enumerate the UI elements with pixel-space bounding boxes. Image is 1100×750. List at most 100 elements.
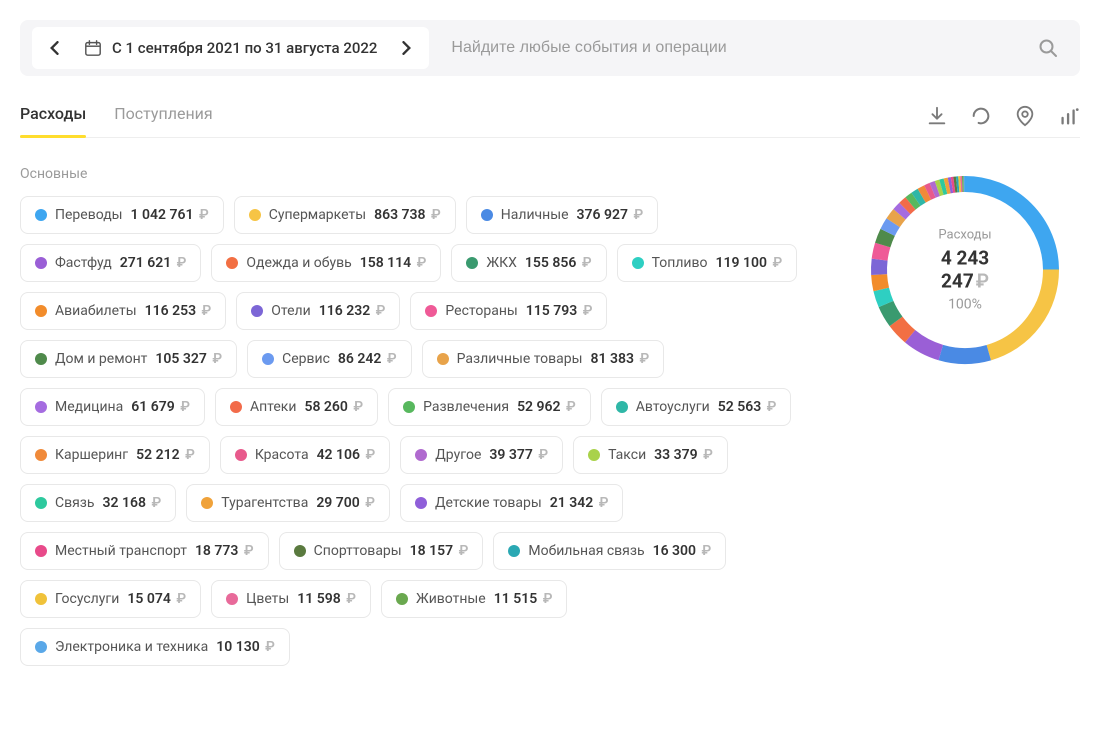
category-chip[interactable]: Отели 116 232 ₽ xyxy=(236,292,400,330)
category-chip[interactable]: Топливо 119 100 ₽ xyxy=(617,244,798,282)
category-chip[interactable]: Фастфуд 271 621 ₽ xyxy=(20,244,201,282)
category-value: 11 598 ₽ xyxy=(297,591,356,607)
tab-income[interactable]: Поступления xyxy=(114,104,212,137)
category-chip[interactable]: Связь 32 168 ₽ xyxy=(20,484,176,522)
category-chip[interactable]: Переводы 1 042 761 ₽ xyxy=(20,196,224,234)
category-value: 271 621 ₽ xyxy=(120,255,187,271)
category-label: Спорттовары xyxy=(314,543,402,559)
category-dot xyxy=(466,257,478,269)
category-chip[interactable]: Дом и ремонт 105 327 ₽ xyxy=(20,340,237,378)
category-value: 29 700 ₽ xyxy=(316,495,375,511)
category-chip[interactable]: Развлечения 52 962 ₽ xyxy=(388,388,591,426)
category-value: 52 962 ₽ xyxy=(517,399,576,415)
category-label: Другое xyxy=(435,447,481,463)
category-label: Красота xyxy=(255,447,309,463)
category-chip[interactable]: Спорттовары 18 157 ₽ xyxy=(279,532,484,570)
category-chip[interactable]: Наличные 376 927 ₽ xyxy=(466,196,658,234)
category-label: Электроника и техника xyxy=(55,639,208,655)
category-dot xyxy=(396,593,408,605)
category-chip[interactable]: Животные 11 515 ₽ xyxy=(381,580,567,618)
category-dot xyxy=(226,593,238,605)
category-label: Госуслуги xyxy=(55,591,119,607)
category-value: 376 927 ₽ xyxy=(577,207,644,223)
category-label: Отели xyxy=(271,303,310,319)
toolbar-icons xyxy=(926,105,1080,137)
category-label: Наличные xyxy=(501,207,569,223)
section-title: Основные xyxy=(20,166,830,182)
category-value: 116 232 ₽ xyxy=(319,303,386,319)
category-value: 81 383 ₽ xyxy=(591,351,650,367)
category-label: Животные xyxy=(416,591,486,607)
category-chip[interactable]: ЖКХ 155 856 ₽ xyxy=(451,244,606,282)
date-selector: С 1 сентября 2021 по 31 августа 2022 xyxy=(32,27,429,69)
category-dot xyxy=(230,401,242,413)
category-dot xyxy=(35,449,47,461)
category-dot xyxy=(616,401,628,413)
category-chip[interactable]: Детские товары 21 342 ₽ xyxy=(400,484,623,522)
category-label: Местный транспорт xyxy=(55,543,187,559)
category-dot xyxy=(249,209,261,221)
category-label: Автоуслуги xyxy=(636,399,710,415)
category-dot xyxy=(262,353,274,365)
category-chip[interactable]: Местный транспорт 18 773 ₽ xyxy=(20,532,269,570)
category-label: Переводы xyxy=(55,207,123,223)
category-chip[interactable]: Электроника и техника 10 130 ₽ xyxy=(20,628,290,666)
category-value: 18 157 ₽ xyxy=(410,543,469,559)
category-value: 105 327 ₽ xyxy=(155,351,222,367)
category-value: 52 563 ₽ xyxy=(718,399,777,415)
category-chip[interactable]: Супермаркеты 863 738 ₽ xyxy=(234,196,456,234)
category-label: Аптеки xyxy=(250,399,296,415)
search-wrap xyxy=(435,38,1068,58)
category-label: Такси xyxy=(608,447,646,463)
category-chip[interactable]: Каршеринг 52 212 ₽ xyxy=(20,436,210,474)
search-icon[interactable] xyxy=(1038,38,1058,58)
category-chip[interactable]: Аптеки 58 260 ₽ xyxy=(215,388,378,426)
category-value: 119 100 ₽ xyxy=(716,255,783,271)
category-chip[interactable]: Авиабилеты 116 253 ₽ xyxy=(20,292,226,330)
category-dot xyxy=(508,545,520,557)
category-label: Медицина xyxy=(55,399,123,415)
category-chip[interactable]: Различные товары 81 383 ₽ xyxy=(422,340,665,378)
date-range-button[interactable]: С 1 сентября 2021 по 31 августа 2022 xyxy=(72,39,389,57)
category-chip[interactable]: Автоуслуги 52 563 ₽ xyxy=(601,388,792,426)
location-button[interactable] xyxy=(1014,105,1036,127)
category-label: Одежда и обувь xyxy=(246,255,351,271)
category-label: Сервис xyxy=(282,351,330,367)
category-chip[interactable]: Турагентства 29 700 ₽ xyxy=(186,484,390,522)
category-dot xyxy=(415,497,427,509)
category-dot xyxy=(35,593,47,605)
category-label: Связь xyxy=(55,495,95,511)
category-chip[interactable]: Рестораны 115 793 ₽ xyxy=(410,292,607,330)
donut-percent: 100% xyxy=(915,297,1015,313)
category-value: 86 242 ₽ xyxy=(338,351,397,367)
category-chip[interactable]: Такси 33 379 ₽ xyxy=(573,436,728,474)
tabs: Расходы Поступления xyxy=(20,104,213,137)
category-dot xyxy=(35,641,47,653)
category-value: 18 773 ₽ xyxy=(195,543,254,559)
category-dot xyxy=(35,305,47,317)
category-label: Супермаркеты xyxy=(269,207,366,223)
chart-button[interactable] xyxy=(1058,105,1080,127)
category-chip[interactable]: Цветы 11 598 ₽ xyxy=(211,580,371,618)
category-chip[interactable]: Другое 39 377 ₽ xyxy=(400,436,563,474)
date-next-button[interactable] xyxy=(389,27,425,69)
category-label: Турагентства xyxy=(221,495,308,511)
category-chip[interactable]: Красота 42 106 ₽ xyxy=(220,436,390,474)
refresh-button[interactable] xyxy=(970,105,992,127)
download-button[interactable] xyxy=(926,105,948,127)
category-chip[interactable]: Сервис 86 242 ₽ xyxy=(247,340,412,378)
category-value: 158 114 ₽ xyxy=(360,255,427,271)
category-chip[interactable]: Одежда и обувь 158 114 ₽ xyxy=(211,244,441,282)
category-value: 116 253 ₽ xyxy=(145,303,212,319)
category-dot xyxy=(403,401,415,413)
category-label: Фастфуд xyxy=(55,255,112,271)
date-prev-button[interactable] xyxy=(36,27,72,69)
category-dot xyxy=(35,257,47,269)
search-input[interactable] xyxy=(451,39,1038,57)
category-chip[interactable]: Госуслуги 15 074 ₽ xyxy=(20,580,201,618)
tab-expenses[interactable]: Расходы xyxy=(20,104,86,137)
category-label: Мобильная связь xyxy=(528,543,644,559)
category-dot xyxy=(294,545,306,557)
category-chip[interactable]: Медицина 61 679 ₽ xyxy=(20,388,205,426)
category-chip[interactable]: Мобильная связь 16 300 ₽ xyxy=(493,532,726,570)
